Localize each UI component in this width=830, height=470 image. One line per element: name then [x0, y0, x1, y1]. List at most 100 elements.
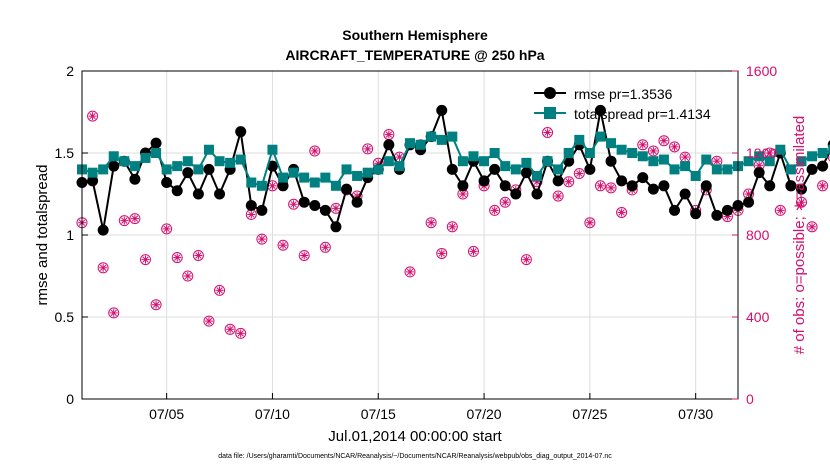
asterisk-stroke	[406, 268, 414, 276]
rmse-point	[150, 137, 162, 149]
rmse-point	[478, 175, 490, 187]
rmse-point	[214, 188, 226, 200]
rmse-point	[817, 160, 829, 172]
assimilated-obs-marker	[490, 206, 499, 215]
legend-spread-label: totalspread pr=1.4134	[574, 106, 711, 122]
possible-obs-marker	[552, 190, 564, 202]
asterisk-stroke	[322, 244, 329, 251]
asterisk-stroke	[449, 223, 456, 230]
assimilated-obs-marker	[797, 198, 806, 207]
asterisk-stroke	[311, 147, 318, 155]
spread-point	[394, 161, 405, 172]
rmse-point	[510, 188, 522, 200]
y2-tick-label: 1600	[746, 63, 777, 79]
assimilated-obs-marker	[448, 222, 457, 231]
rmse-point	[235, 126, 247, 138]
possible-obs-marker	[489, 204, 501, 216]
spread-point	[796, 156, 807, 167]
rmse-point	[700, 180, 712, 192]
asterisk-stroke	[332, 205, 340, 212]
possible-obs-marker	[192, 250, 204, 261]
spread-point	[828, 144, 830, 155]
possible-obs-marker	[309, 145, 321, 157]
spread-point	[574, 134, 585, 145]
assimilated-obs-marker	[617, 208, 626, 217]
spread-point	[542, 156, 553, 167]
assimilated-obs-marker	[215, 286, 224, 295]
assimilated-obs-marker	[152, 300, 161, 309]
possible-obs-marker	[118, 215, 130, 227]
rmse-point	[203, 163, 215, 175]
assimilated-obs-marker	[321, 243, 330, 252]
legend: rmse pr=1.3536 totalspread pr=1.4134	[534, 86, 711, 122]
rmse-point	[605, 155, 617, 167]
possible-obs-marker	[182, 270, 194, 282]
assimilated-obs-marker	[808, 222, 817, 231]
rmse-point	[351, 196, 363, 208]
x-tick-label: 07/10	[255, 406, 290, 422]
assimilated-obs-marker	[554, 192, 563, 201]
y-tick-label: 0.5	[55, 309, 75, 325]
rmse-point	[753, 167, 765, 179]
rmse-point	[584, 163, 596, 175]
spread-point	[405, 138, 415, 149]
assimilated-obs-marker	[289, 200, 298, 209]
rmse-point	[647, 183, 659, 195]
possible-obs-marker	[520, 254, 532, 266]
possible-obs-marker	[161, 223, 173, 235]
assimilated-obs-marker	[194, 251, 203, 260]
possible-obs-marker	[404, 266, 416, 278]
asterisk-stroke	[491, 207, 498, 214]
asterisk-stroke	[713, 158, 721, 165]
y-tick-label: 2	[66, 63, 74, 79]
rmse-point	[489, 163, 501, 175]
assimilated-obs-marker	[458, 190, 467, 198]
possible-obs-marker	[817, 180, 829, 192]
spread-point	[627, 148, 638, 158]
possible-obs-marker	[669, 141, 681, 153]
spread-point	[330, 180, 341, 191]
possible-obs-marker	[774, 204, 786, 216]
asterisk-stroke	[184, 272, 191, 280]
asterisk-stroke	[745, 190, 752, 198]
rmse-point	[87, 175, 99, 187]
y2-axis-label: # of obs: o=possible; ∗=assimilated	[791, 116, 808, 355]
spread-point	[690, 170, 701, 181]
spread-point	[648, 156, 659, 167]
assimilated-obs-marker	[670, 142, 679, 151]
assimilated-obs-marker	[141, 255, 150, 264]
spread-point	[436, 134, 447, 145]
spread-point	[119, 156, 130, 167]
spread-point	[225, 157, 236, 168]
possible-obs-marker	[658, 135, 670, 147]
spread-point	[140, 152, 151, 163]
asterisk-stroke	[152, 301, 160, 308]
spread-point	[680, 161, 691, 172]
spread-point	[235, 154, 246, 165]
asterisk-stroke	[681, 153, 689, 161]
rmse-point	[256, 204, 268, 216]
asterisk-stroke	[438, 250, 445, 257]
asterisk-stroke	[290, 201, 297, 208]
asterisk-stroke	[301, 252, 308, 259]
asterisk-stroke	[427, 219, 435, 226]
y2-tick-label: 400	[746, 309, 770, 325]
y2-axis-ticks: 0 400 800 1200 1600	[732, 63, 777, 407]
possible-obs-marker	[214, 284, 226, 296]
assimilated-obs-marker	[818, 181, 827, 190]
possible-obs-marker	[203, 315, 215, 327]
rmse-point	[161, 177, 173, 189]
asterisk-stroke	[258, 235, 266, 243]
assimilated-obs-marker	[99, 263, 108, 272]
assimilated-obs-marker	[162, 224, 171, 233]
legend-rmse-marker	[544, 87, 556, 99]
rmse-point	[277, 180, 289, 192]
spread-point	[320, 172, 331, 183]
x-tick-label: 07/05	[149, 406, 184, 422]
asterisk-stroke	[396, 153, 403, 161]
asterisk-stroke	[385, 131, 393, 138]
spread-point	[669, 164, 680, 175]
possible-obs-marker	[605, 182, 617, 194]
data-file-note: data file: /Users/gharamti/Documents/NCA…	[218, 453, 612, 460]
assimilated-obs-marker	[543, 128, 552, 137]
